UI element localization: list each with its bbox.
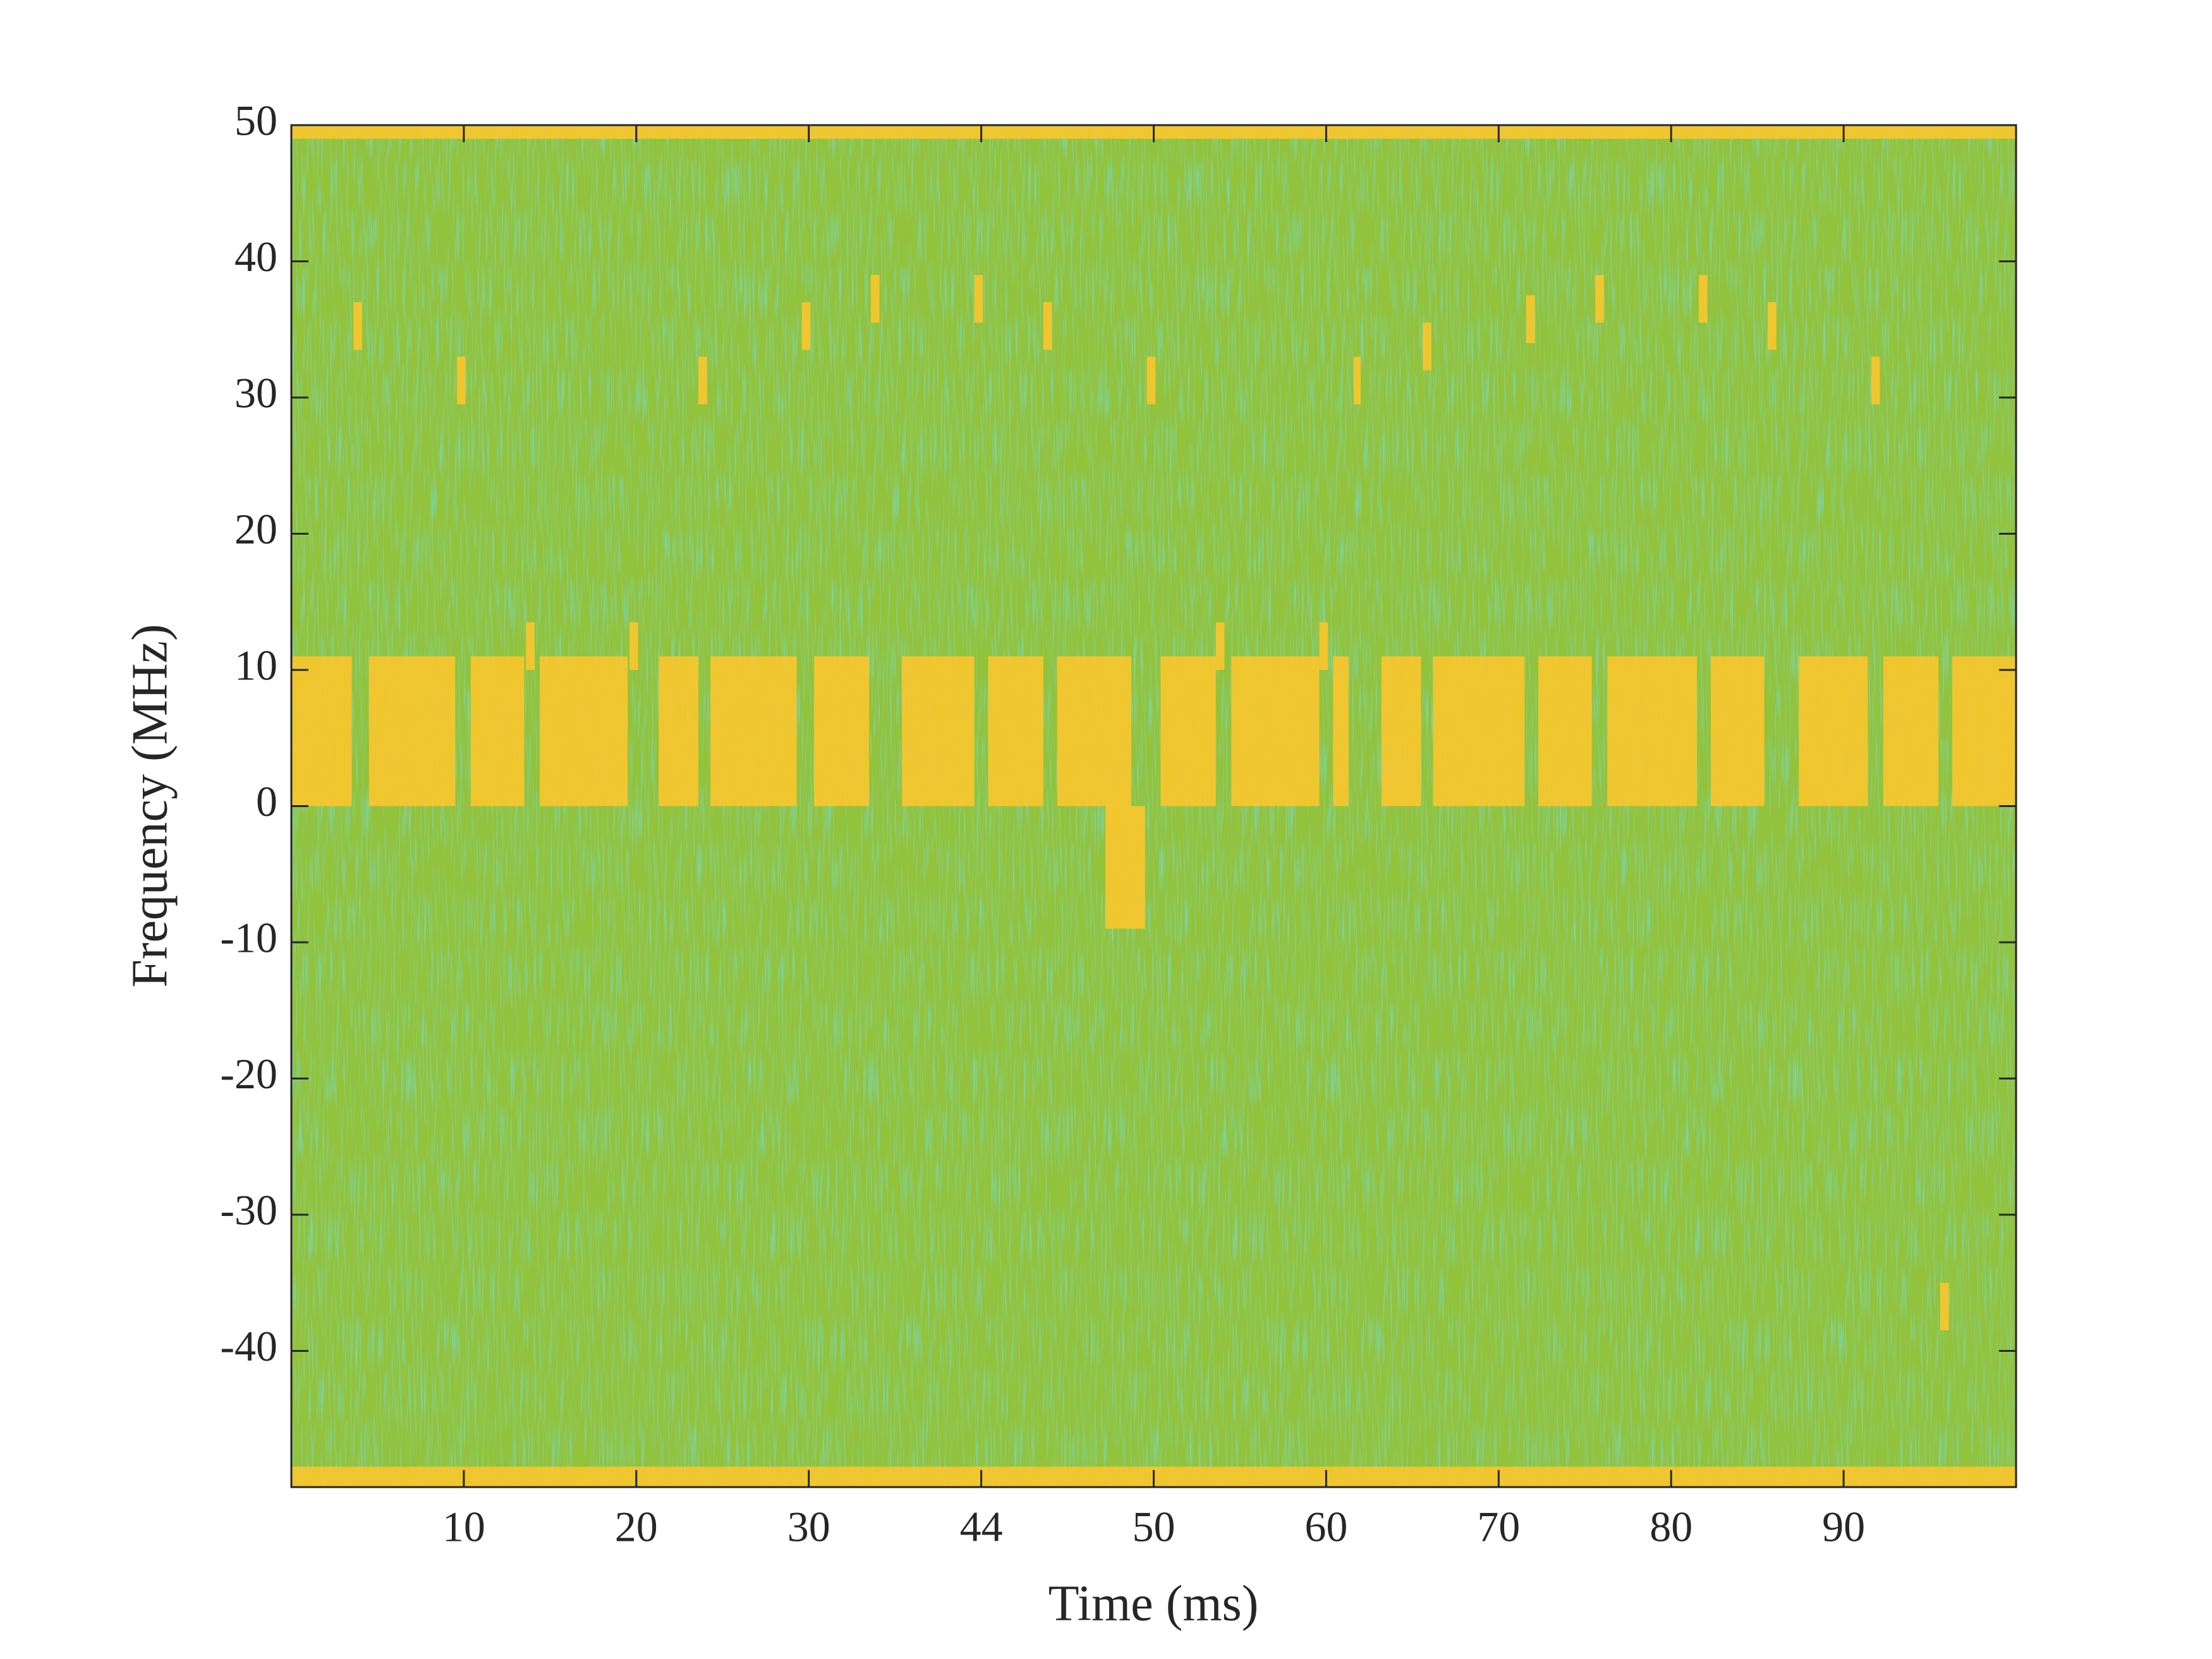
- burst: [1526, 295, 1535, 343]
- burst: [1768, 302, 1777, 350]
- y-tick-label: 10: [234, 641, 277, 690]
- burst: [710, 656, 797, 806]
- burst: [368, 656, 456, 806]
- burst: [1698, 275, 1708, 323]
- y-axis-label: Frequency (MHz): [122, 624, 178, 987]
- burst: [1057, 656, 1132, 806]
- x-tick-label: 50: [1133, 1503, 1176, 1551]
- burst: [629, 622, 638, 670]
- y-tick-label: -40: [220, 1322, 277, 1370]
- burst: [1940, 1282, 1949, 1331]
- burst: [1607, 656, 1698, 806]
- burst: [813, 656, 870, 806]
- burst: [1595, 275, 1604, 323]
- y-tick-label: -30: [220, 1186, 277, 1234]
- y-tick-label: 0: [256, 777, 277, 825]
- burst: [1319, 622, 1328, 670]
- burst: [1105, 806, 1145, 929]
- y-tick-label: 30: [234, 369, 277, 417]
- burst: [659, 656, 699, 806]
- burst: [974, 275, 983, 323]
- burst: [1043, 302, 1052, 350]
- y-tick-label: 40: [234, 233, 277, 281]
- burst: [1381, 656, 1421, 806]
- burst: [1433, 656, 1525, 806]
- burst: [291, 656, 352, 806]
- burst: [539, 656, 628, 806]
- burst: [1146, 356, 1156, 404]
- plot-area: [291, 125, 2016, 1487]
- y-tick-label: 20: [234, 505, 277, 553]
- burst: [902, 656, 975, 806]
- burst: [1538, 656, 1592, 806]
- axes-box: [290, 124, 2017, 1488]
- x-tick-label: 70: [1477, 1503, 1520, 1551]
- burst: [470, 656, 525, 806]
- x-tick-label: 80: [1650, 1503, 1692, 1551]
- burst: [870, 275, 880, 323]
- burst: [1883, 656, 1939, 806]
- burst: [1799, 656, 1868, 806]
- y-tick-label: -20: [220, 1050, 277, 1098]
- burst: [1333, 656, 1349, 806]
- burst: [1871, 356, 1880, 404]
- burst: [1952, 656, 2016, 806]
- burst: [1710, 656, 1765, 806]
- burst: [988, 656, 1043, 806]
- burst: [1354, 356, 1361, 404]
- burst: [456, 356, 466, 404]
- burst: [353, 302, 362, 350]
- x-tick-label: 10: [442, 1503, 485, 1551]
- x-tick-label: 90: [1822, 1503, 1865, 1551]
- y-tick-label: -10: [220, 914, 277, 962]
- burst: [526, 622, 535, 670]
- x-tick-label: 44: [960, 1503, 1003, 1551]
- burst: [698, 356, 707, 404]
- y-tick-label: 50: [234, 97, 277, 145]
- burst: [1423, 322, 1431, 370]
- burst: [1160, 656, 1216, 806]
- burst: [1215, 622, 1225, 670]
- x-tick-label: 30: [787, 1503, 830, 1551]
- x-tick-label: 20: [615, 1503, 658, 1551]
- burst: [1231, 656, 1320, 806]
- x-axis-label: Time (ms): [1048, 1576, 1259, 1631]
- x-tick-label: 60: [1304, 1503, 1347, 1551]
- burst: [801, 302, 811, 350]
